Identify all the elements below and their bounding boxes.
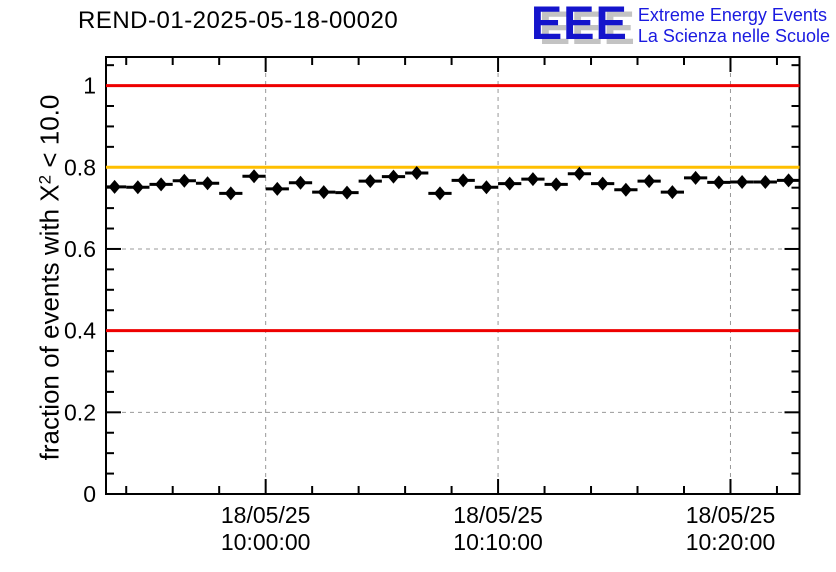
eee-logo-line1: Extreme Energy Events: [637, 5, 827, 25]
y-axis-title-superscript: 2: [35, 174, 55, 185]
y-tick-label: 0.8: [64, 154, 96, 180]
y-axis-title-suffix: < 10.0: [34, 94, 65, 175]
y-tick-label: 0.2: [64, 399, 96, 425]
data-point: [271, 181, 284, 196]
y-axis-title: fraction of events with X2 < 10.0: [35, 48, 66, 508]
x-tick-label-date: 18/05/25: [453, 502, 543, 528]
x-tick-label-time: 10:20:00: [686, 529, 776, 555]
y-tick-label: 0.6: [64, 236, 96, 262]
y-tick-label: 0: [83, 481, 96, 507]
data-point: [596, 176, 609, 191]
x-tick-label-time: 10:00:00: [221, 529, 311, 555]
x-tick-label-date: 18/05/25: [686, 502, 776, 528]
data-point: [573, 166, 586, 181]
data-point: [503, 176, 516, 191]
data-point: [341, 185, 354, 200]
data-point: [759, 174, 772, 189]
x-tick-label-time: 10:10:00: [453, 529, 543, 555]
data-point: [387, 169, 400, 184]
data-series: [106, 165, 800, 201]
data-point: [410, 165, 423, 180]
eee-logo-text: Extreme Energy Events La Scienza nelle S…: [638, 2, 830, 47]
data-point: [619, 182, 632, 197]
data-point: [736, 174, 749, 189]
eee-logo-acronym: EEE: [530, 0, 628, 49]
y-axis-title-prefix: fraction of events with X: [34, 184, 65, 461]
data-point: [294, 175, 307, 190]
data-point: [457, 173, 470, 188]
eee-logo: EEE Extreme Energy Events La Scienza nel…: [530, 0, 830, 49]
data-point: [689, 170, 702, 185]
eee-logo-line2: La Scienza nelle Scuole: [637, 26, 830, 46]
y-tick-label: 1: [83, 73, 96, 99]
data-point: [364, 174, 377, 189]
data-point: [550, 177, 563, 192]
data-point: [480, 180, 493, 195]
data-point: [317, 185, 330, 200]
x-tick-label-date: 18/05/25: [221, 502, 311, 528]
data-point: [526, 172, 539, 187]
data-point: [433, 186, 446, 201]
data-point: [108, 179, 121, 194]
data-point: [201, 176, 214, 191]
data-point: [131, 180, 144, 195]
data-point: [643, 174, 656, 189]
data-point: [666, 185, 679, 200]
data-point: [224, 186, 237, 201]
data-point: [782, 173, 795, 188]
data-point: [712, 175, 725, 190]
y-tick-label: 0.4: [64, 318, 96, 344]
data-point: [248, 169, 261, 184]
data-point: [155, 177, 168, 192]
plot-title: REND-01-2025-05-18-00020: [78, 7, 399, 34]
data-point: [178, 173, 191, 188]
plot-frame: [105, 56, 801, 495]
